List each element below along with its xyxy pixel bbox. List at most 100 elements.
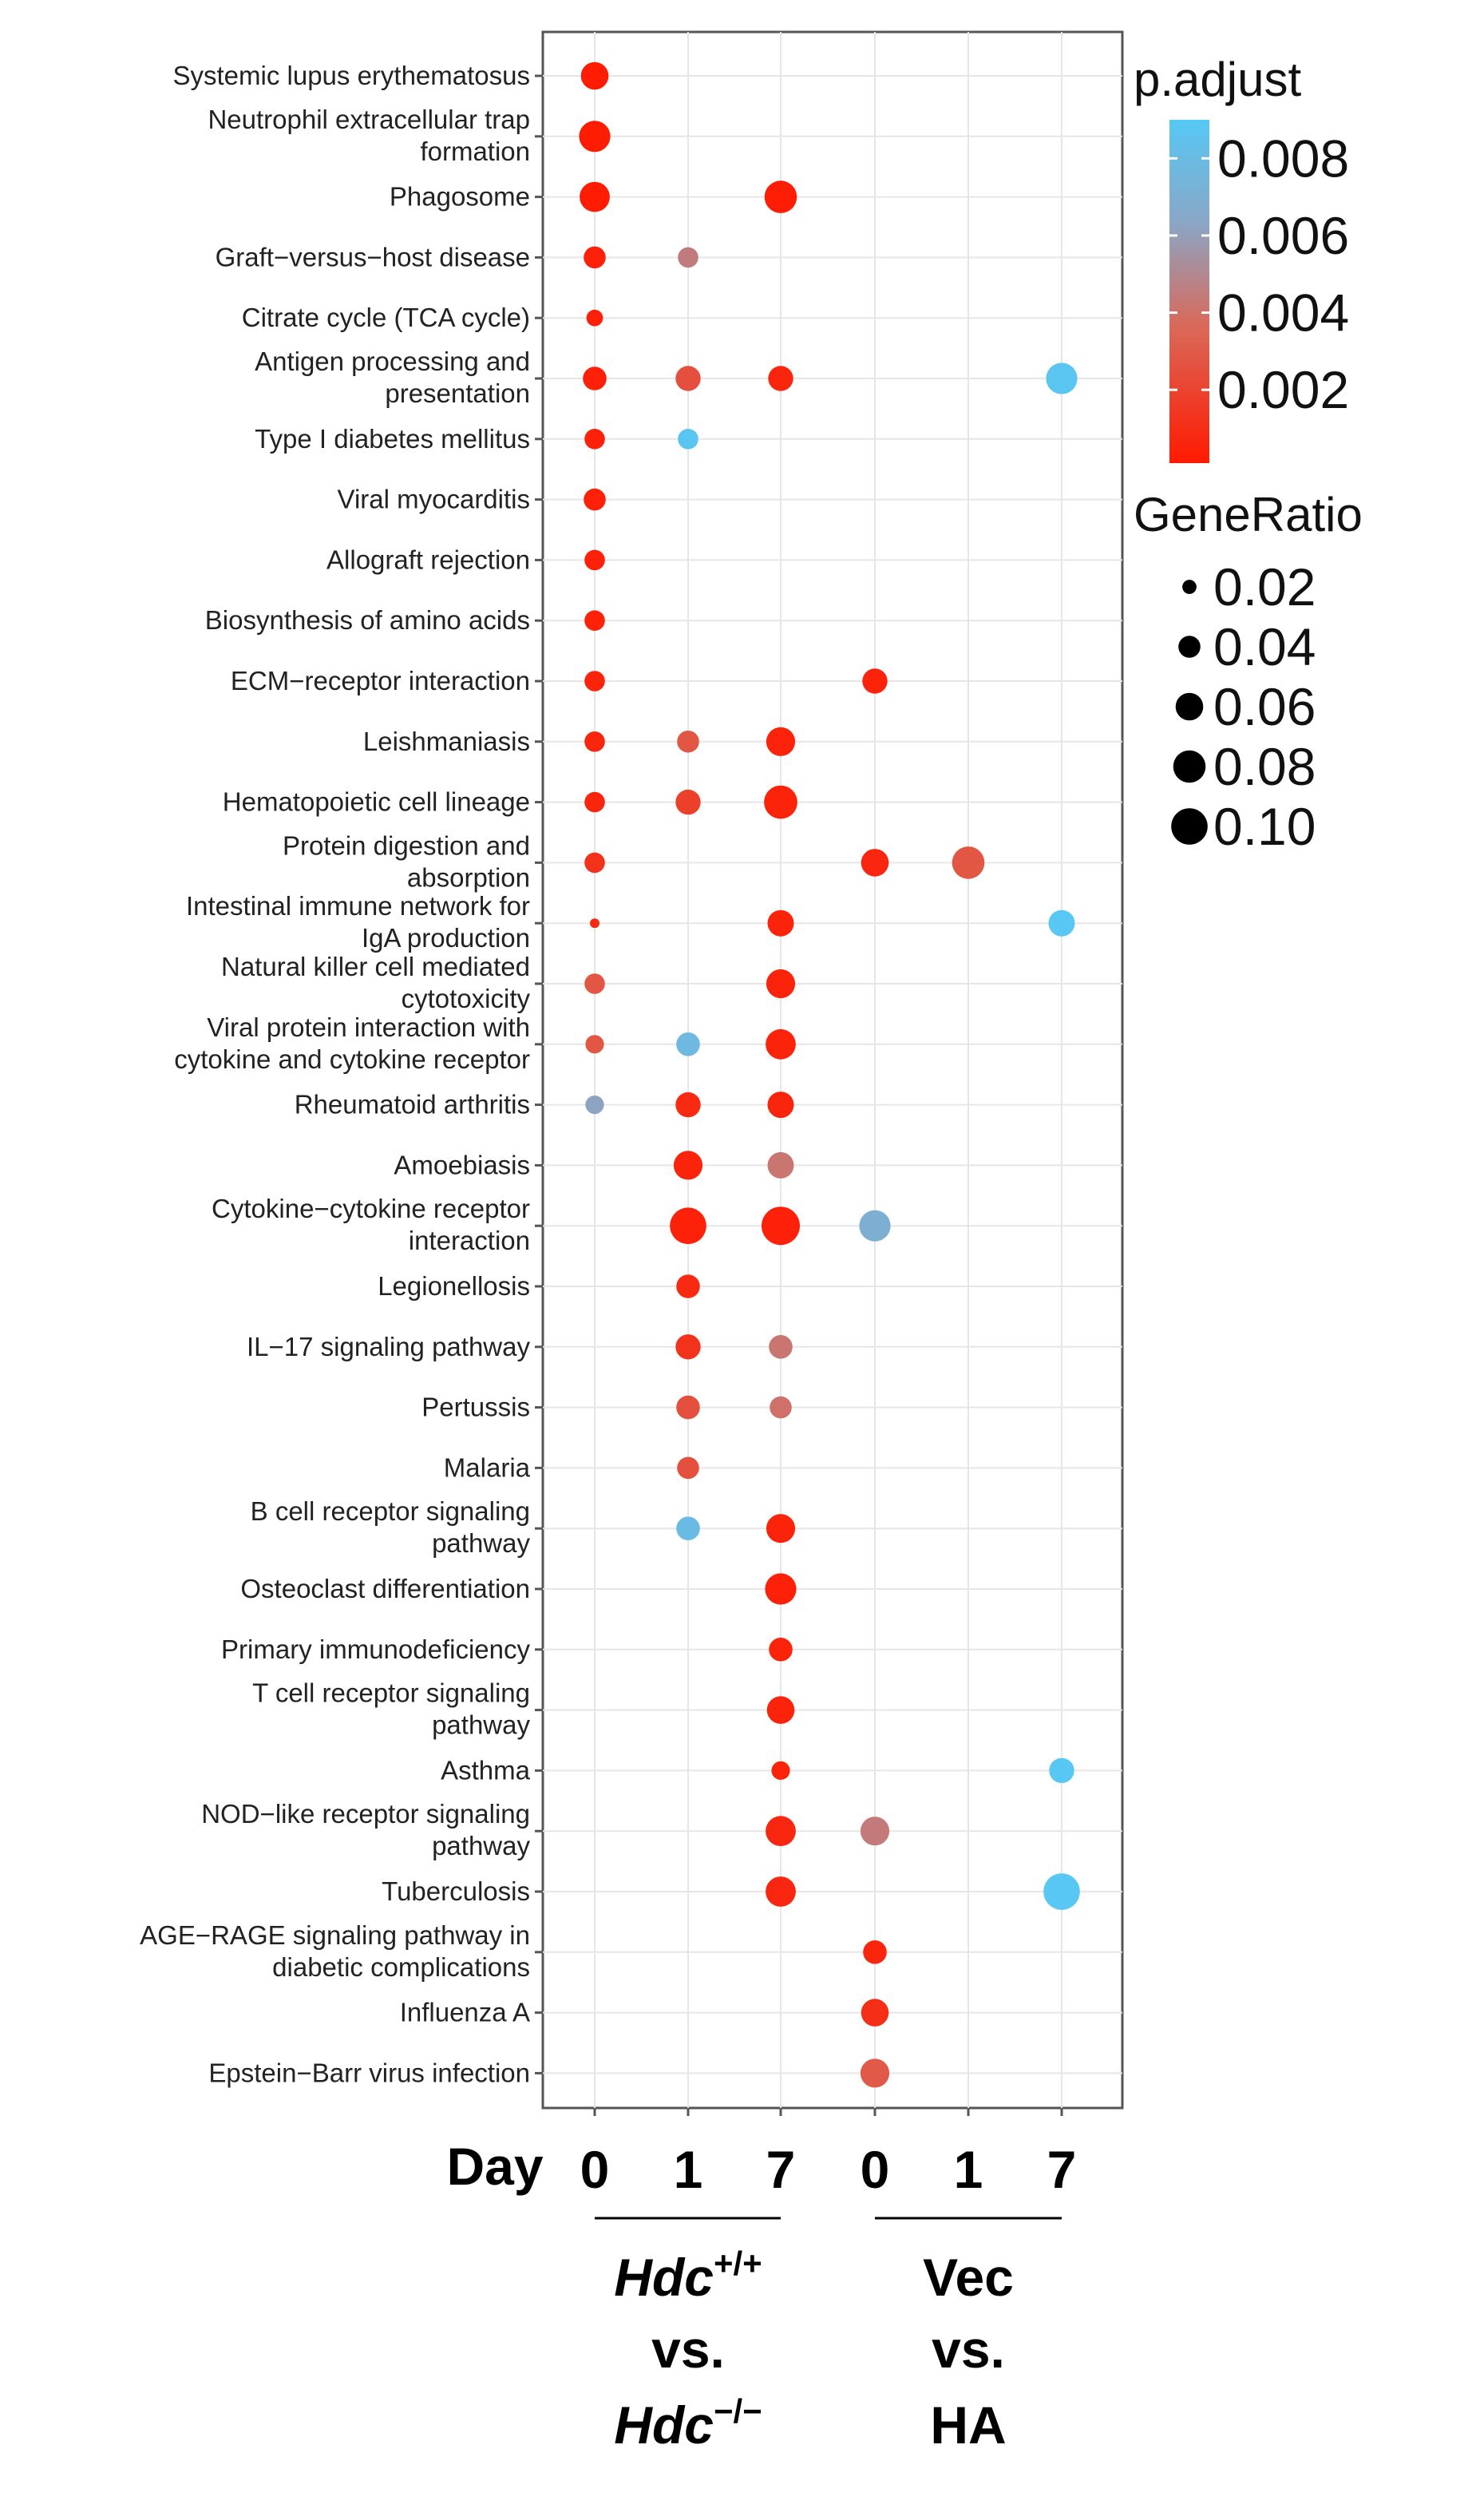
data-point (580, 181, 610, 212)
legend: p.adjust 0.008 0.006 0.004 0.002 GeneRatio 0.0… (1134, 53, 1363, 856)
data-point (584, 791, 605, 813)
x-tick-label: 7 (766, 2140, 796, 2199)
data-point (670, 1207, 706, 1244)
data-point (1046, 363, 1078, 394)
category-label: Allograft rejection (326, 545, 530, 574)
category-label: Viral myocarditis (338, 485, 530, 514)
size-legend-label: 0.02 (1213, 557, 1316, 616)
data-point (579, 121, 611, 153)
data-point (764, 785, 797, 819)
data-point (766, 1514, 796, 1543)
category-label: Systemic lupus erythematosus (172, 61, 530, 90)
category-label: Influenza A (400, 1998, 530, 2027)
category-label-line: T cell receptor signaling (252, 1678, 530, 1708)
data-point (1049, 1757, 1074, 1784)
category-label: Phagosome (390, 182, 530, 212)
data-point (586, 309, 603, 327)
category-label: Legionellosis (378, 1271, 530, 1301)
data-point (675, 1092, 701, 1118)
category-label: AGE−RAGE signaling pathway in diabetic co… (140, 1920, 530, 1982)
data-point (677, 1456, 699, 1480)
x-tick-label: 0 (861, 2140, 890, 2199)
category-label: Viral protein interaction with cytokine a… (174, 1012, 530, 1074)
data-point (590, 918, 599, 929)
category-label: Antigen processing and presentation (255, 347, 530, 408)
data-point (767, 1092, 794, 1119)
x-tick-label: 0 (580, 2140, 610, 2199)
data-point (768, 366, 793, 391)
category-label: B cell receptor signaling pathway (251, 1496, 531, 1558)
data-point (1043, 1873, 1080, 1910)
category-label: Biosynthesis of amino acids (205, 605, 530, 635)
data-point (677, 731, 699, 753)
size-legend-dot (1171, 808, 1208, 845)
category-label: Neutrophil extracellular trap formation (208, 105, 530, 166)
data-point (764, 180, 797, 213)
data-point (584, 429, 605, 450)
plot-panel (541, 30, 1124, 2110)
category-label: Leishmaniasis (363, 727, 530, 756)
data-point (675, 1334, 701, 1360)
colorbar-tick-label: 0.002 (1217, 360, 1349, 419)
category-label: Graft−versus−host disease (216, 242, 530, 271)
p-adjust-legend-title: p.adjust (1134, 53, 1301, 106)
group-label-line: vs. (651, 2320, 725, 2379)
category-label: Cytokine−cytokine receptor interaction (212, 1194, 530, 1255)
colorbar-tick-label: 0.006 (1217, 206, 1349, 265)
data-point (861, 849, 889, 877)
category-label: Protein digestion and absorption (283, 830, 530, 892)
category-label-line: diabetic complications (272, 1952, 530, 1982)
colorbar-tick-label: 0.004 (1217, 283, 1349, 343)
category-label: Natural killer cell mediated cytotoxicity (221, 952, 530, 1013)
data-point (583, 367, 607, 390)
category-label: Osteoclast differentiation (240, 1574, 530, 1603)
data-point (762, 1207, 800, 1246)
data-point (766, 969, 796, 999)
category-label-line: interaction (409, 1226, 530, 1255)
category-label-line: formation (420, 137, 530, 166)
data-point (862, 668, 888, 694)
data-point (770, 1396, 792, 1419)
category-label: Pertussis (421, 1393, 530, 1422)
category-label-line: Natural killer cell mediated (221, 952, 530, 981)
data-point (860, 2058, 890, 2088)
colorbar-tick-label: 0.008 (1217, 129, 1349, 188)
category-label: IL−17 signaling pathway (247, 1332, 531, 1361)
category-label: Citrate cycle (TCA cycle) (242, 303, 530, 332)
data-point (584, 246, 606, 269)
data-point (580, 61, 609, 90)
size-legend-dot (1175, 692, 1204, 721)
size-legend-label: 0.10 (1213, 797, 1316, 856)
size-legend-dot (1178, 636, 1201, 658)
data-point (766, 1816, 796, 1847)
data-point (678, 429, 698, 450)
category-label-line: absorption (407, 862, 530, 892)
category-label-line: B cell receptor signaling (251, 1496, 530, 1526)
data-point (860, 1817, 890, 1846)
category-label: Primary immunodeficiency (221, 1634, 530, 1664)
data-point (675, 366, 701, 391)
data-point (766, 1876, 796, 1907)
data-point (584, 852, 605, 874)
data-point (676, 1395, 700, 1420)
x-tick-label: 1 (954, 2140, 983, 2199)
category-label-line: AGE−RAGE signaling pathway in (140, 1920, 530, 1950)
size-legend-dot (1182, 580, 1197, 594)
category-label-line: pathway (432, 1831, 530, 1860)
data-point (584, 671, 605, 691)
category-label-line: presentation (385, 378, 530, 408)
category-label-line: Viral protein interaction with (207, 1012, 530, 1042)
data-point (676, 1516, 700, 1540)
category-label-line: Protein digestion and (283, 830, 530, 860)
category-label: Asthma (441, 1755, 531, 1785)
group-label-line: Vec (923, 2248, 1014, 2307)
category-label: Intestinal immune network for IgA product… (186, 891, 530, 953)
gene-ratio-legend-title: GeneRatio (1134, 488, 1363, 541)
category-label-line: cytokine and cytokine receptor (174, 1044, 530, 1074)
data-point (769, 1638, 793, 1662)
data-point (584, 610, 605, 631)
group-labels: Hdc+/+ vs. Hdc−/− Vec vs. HA (595, 2217, 1062, 2455)
data-point (585, 1035, 604, 1054)
group-label-line: HA (930, 2395, 1006, 2455)
